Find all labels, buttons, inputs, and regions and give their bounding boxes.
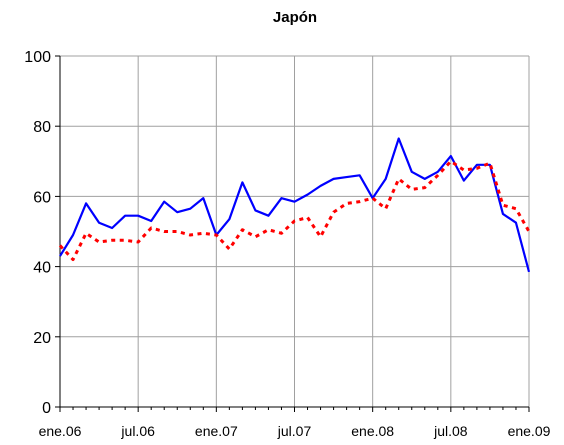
series-1-point bbox=[398, 178, 400, 180]
x-tick-label: jul.07 bbox=[277, 423, 312, 439]
series-0-point bbox=[59, 255, 61, 257]
series-1-point bbox=[346, 202, 348, 204]
series-1-point bbox=[450, 160, 452, 162]
series-0-point bbox=[124, 215, 126, 217]
series-0-point bbox=[280, 197, 282, 199]
series-1-point bbox=[215, 234, 217, 236]
series-0-point bbox=[111, 227, 113, 229]
series-0-point bbox=[254, 209, 256, 211]
series-1-point bbox=[411, 188, 413, 190]
series-0-point bbox=[241, 181, 243, 183]
y-tick-label: 60 bbox=[33, 189, 51, 206]
series-1-point bbox=[137, 241, 139, 243]
x-tick-label: ene.07 bbox=[195, 423, 238, 439]
series-0-point bbox=[515, 222, 517, 224]
series-0-point bbox=[98, 222, 100, 224]
y-tick-label: 20 bbox=[33, 330, 51, 347]
series-0-point bbox=[294, 201, 296, 203]
series-1-point bbox=[176, 231, 178, 233]
series-1-point bbox=[254, 236, 256, 238]
series-1-point bbox=[307, 216, 309, 218]
series-1-point bbox=[385, 208, 387, 210]
series-1-point bbox=[528, 231, 530, 233]
series-0-point bbox=[150, 220, 152, 222]
series-0-point bbox=[411, 171, 413, 173]
series-0-point bbox=[307, 194, 309, 196]
x-tick-label: jul.06 bbox=[120, 423, 155, 439]
series-0-point bbox=[176, 211, 178, 213]
series-0-point bbox=[163, 201, 165, 203]
series-1-point bbox=[241, 229, 243, 231]
series-0-point bbox=[450, 155, 452, 157]
series-1-point bbox=[424, 187, 426, 189]
gridlines bbox=[60, 55, 530, 407]
series-0-point bbox=[202, 197, 204, 199]
series-1-point bbox=[150, 227, 152, 229]
series-1-point bbox=[333, 211, 335, 213]
series-1-point bbox=[98, 241, 100, 243]
x-tick-labels: ene.06 jul.06 ene.07 jul.07 ene.08 jul.08 ene.… bbox=[39, 423, 551, 439]
series-lines bbox=[58, 137, 531, 273]
series-0-point bbox=[72, 234, 74, 236]
x-tick-label: ene.09 bbox=[508, 423, 551, 439]
y-tick-label: 100 bbox=[24, 49, 51, 66]
series-0-point bbox=[320, 185, 322, 187]
series-line-1 bbox=[58, 159, 531, 262]
series-0-point bbox=[398, 137, 400, 139]
series-1-point bbox=[72, 259, 74, 261]
series-0-point bbox=[85, 202, 87, 204]
series-0-point bbox=[359, 174, 361, 176]
series-0-point bbox=[346, 176, 348, 178]
series-1-point bbox=[320, 236, 322, 238]
series-1-point bbox=[228, 248, 230, 250]
x-tick-label: jul.08 bbox=[433, 423, 468, 439]
series-1-point bbox=[59, 245, 61, 247]
x-tick-label: ene.06 bbox=[39, 423, 82, 439]
axes bbox=[55, 55, 530, 412]
series-0-point bbox=[463, 180, 465, 182]
series-1-point bbox=[163, 231, 165, 233]
series-0-point bbox=[228, 218, 230, 220]
x-tick-label: ene.08 bbox=[351, 423, 394, 439]
y-tick-label: 40 bbox=[33, 260, 51, 277]
series-1-point bbox=[463, 169, 465, 171]
series-1-point bbox=[280, 232, 282, 234]
series-0-point bbox=[137, 215, 139, 217]
series-1-point bbox=[372, 197, 374, 199]
series-1-point bbox=[359, 201, 361, 203]
series-1-point bbox=[476, 167, 478, 169]
series-0-point bbox=[502, 213, 504, 215]
series-0-point bbox=[267, 215, 269, 217]
series-1-point bbox=[515, 208, 517, 210]
series-1-point bbox=[489, 162, 491, 164]
series-1-point bbox=[202, 232, 204, 234]
y-tick-label: 80 bbox=[33, 119, 51, 136]
series-0-point bbox=[424, 178, 426, 180]
chart-title: Japón bbox=[273, 9, 317, 26]
series-1-point bbox=[437, 174, 439, 176]
series-line-0 bbox=[59, 137, 531, 273]
series-0-point bbox=[476, 164, 478, 166]
series-0-point bbox=[528, 271, 530, 273]
series-1-point bbox=[189, 234, 191, 236]
series-0-point bbox=[385, 178, 387, 180]
series-0-point bbox=[189, 208, 191, 210]
series-1-point bbox=[267, 229, 269, 231]
y-tick-labels: 0 20 40 60 80 100 bbox=[24, 49, 51, 417]
series-1-point bbox=[85, 232, 87, 234]
series-1-point bbox=[124, 239, 126, 241]
series-1-point bbox=[502, 204, 504, 206]
y-tick-label: 0 bbox=[42, 400, 51, 417]
series-0-point bbox=[333, 178, 335, 180]
series-1-point bbox=[111, 239, 113, 241]
series-0-point bbox=[437, 171, 439, 173]
series-1-point bbox=[294, 220, 296, 222]
